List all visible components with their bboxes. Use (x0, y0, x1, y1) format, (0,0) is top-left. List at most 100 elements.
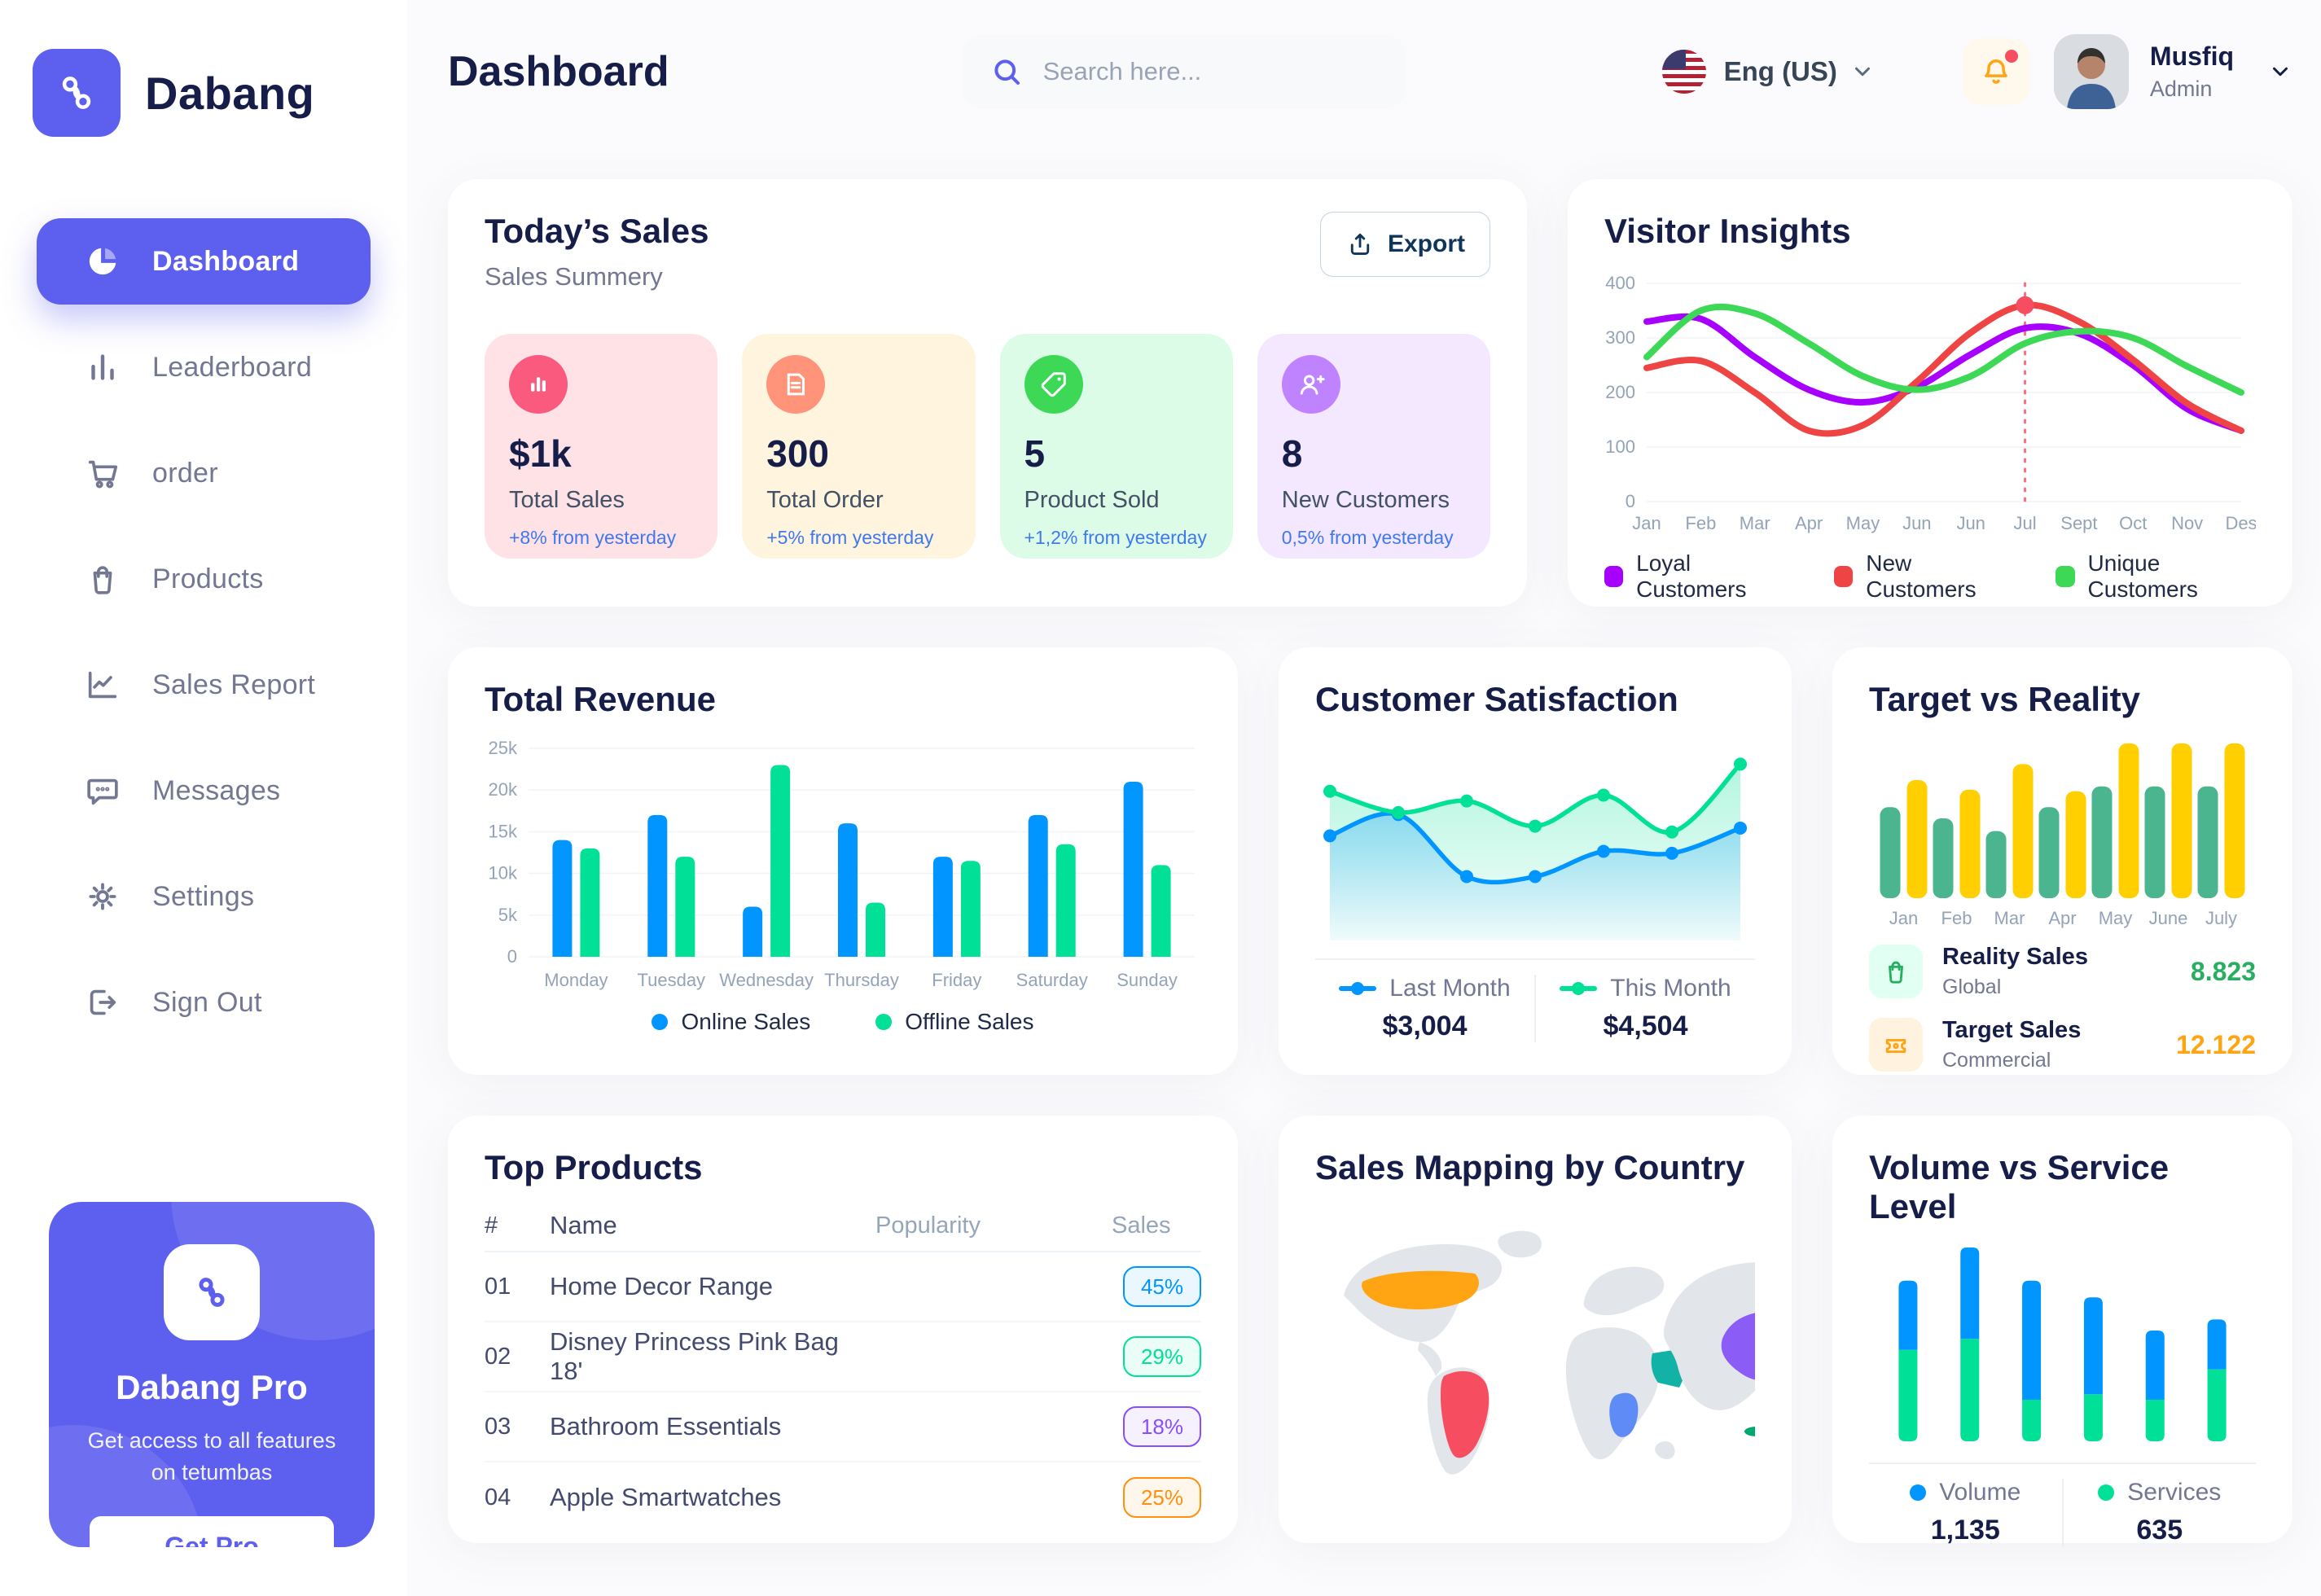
legend-item-this-month: This Month $4,504 (1536, 975, 1755, 1042)
sidebar-item-leaderboard[interactable]: Leaderboard (37, 324, 371, 410)
svg-text:Jan: Jan (1632, 513, 1661, 533)
legend-marker (1339, 986, 1377, 991)
sidebar-item-settings[interactable]: Settings (37, 853, 371, 940)
user-menu-chevron-icon[interactable] (2268, 59, 2292, 84)
visitor-insights-chart: 0 100 200 300 400 Jan Feb Mar Apr May Jun Jun Jul Sep… (1604, 269, 2257, 537)
legend-label: Offline Sales (905, 1009, 1034, 1034)
svg-text:Sept: Sept (2060, 513, 2097, 533)
legend-dot (875, 1014, 893, 1030)
get-pro-button[interactable]: Get Pro (90, 1516, 334, 1547)
product-name: Home Decor Range (550, 1272, 773, 1300)
stat-chart-icon (509, 355, 568, 414)
brand-logo-icon (33, 49, 121, 137)
legend-label: New Customers (1866, 550, 1977, 602)
total-revenue-chart: 0 5k 10k 15k 20k 25k Monday Tuesday Wednesday Thu… (485, 735, 1201, 996)
main-area: Dashboard Eng (US) (407, 0, 2321, 1584)
sidebar-item-label: Products (152, 563, 264, 594)
divider (1315, 958, 1755, 960)
sidebar-item-label: Settings (152, 880, 255, 912)
volume-service-legend: Volume 1,135 Services 635 (1869, 1479, 2256, 1546)
svg-text:Des: Des (2225, 513, 2256, 533)
stat-card-total-sales: $1k Total Sales +8% from yesterday (485, 334, 718, 559)
stat-delta: 0,5% from yesterday (1281, 527, 1454, 548)
svg-text:0: 0 (1626, 491, 1635, 511)
stat-delta: +8% from yesterday (509, 527, 677, 548)
legend-item-volume: Volume 1,135 (1869, 1479, 2062, 1546)
top-products-table: # Name Popularity Sales 01 Home Decor Ran… (485, 1200, 1201, 1532)
user-block: Musfiq Admin (2150, 42, 2234, 102)
table-row: 03 Bathroom Essentials 18% (485, 1392, 1201, 1462)
header-right: Eng (US) (1661, 33, 2292, 109)
product-sales: 45% (1112, 1266, 1201, 1307)
svg-text:200: 200 (1605, 382, 1635, 402)
svg-text:July: July (2205, 908, 2237, 928)
content: Today’s Sales Sales Summery Export $1k To… (448, 179, 2292, 1546)
sidebar-item-order[interactable]: order (37, 430, 371, 516)
top-products-card: Top Products # Name Popularity Sales 01 H… (448, 1116, 1238, 1543)
stat-card-new-customers: 8 New Customers 0,5% from yesterday (1257, 334, 1490, 559)
sales-mapping-card: Sales Mapping by Country (1279, 1116, 1868, 1543)
summary-label: Reality Sales (1942, 944, 2088, 970)
svg-text:Tuesday: Tuesday (637, 970, 705, 990)
sidebar-item-products[interactable]: Products (37, 536, 371, 622)
legend-item-unique-customers: Unique Customers (2056, 550, 2256, 603)
notifications-button[interactable] (1962, 37, 2029, 105)
svg-text:Sunday: Sunday (1117, 970, 1178, 990)
svg-text:Monday: Monday (544, 970, 608, 990)
stat-value: 5 (1024, 432, 1046, 475)
summary-texts: Target Sales Commercial (1942, 1017, 2081, 1072)
sidebar-item-sign-out[interactable]: Sign Out (37, 959, 371, 1046)
stat-card-product-sold: 5 Product Sold +1,2% from yesterday (999, 334, 1233, 559)
legend-label: Volume (1939, 1479, 2021, 1506)
divider (1869, 1462, 2256, 1464)
svg-text:400: 400 (1605, 273, 1635, 293)
legend-dot (1910, 1484, 1927, 1501)
header: Dashboard Eng (US) (448, 0, 2292, 142)
legend-dot (652, 1014, 669, 1030)
product-number: 04 (485, 1484, 511, 1510)
legend-item-loyal-customers: Loyal Customers (1604, 550, 1788, 603)
sidebar-item-label: Dashboard (152, 245, 300, 277)
legend-dot (2098, 1484, 2115, 1501)
avatar[interactable] (2053, 33, 2129, 109)
message-icon (84, 772, 121, 809)
language-selector[interactable]: Eng (US) (1723, 55, 1837, 86)
svg-text:Wednesday: Wednesday (719, 970, 814, 990)
product-name: Bathroom Essentials (550, 1412, 782, 1440)
tag-icon (1024, 355, 1083, 414)
export-button[interactable]: Export (1319, 212, 1490, 277)
legend-divider (1534, 975, 1536, 1042)
top-products-header-row: # Name Popularity Sales (485, 1200, 1201, 1252)
summary-value: 12.122 (2176, 1029, 2256, 1059)
stat-value: 300 (766, 432, 829, 475)
summary-sublabel: Global (1942, 976, 2002, 998)
stat-label: Product Sold (1024, 487, 1160, 513)
table-row: 04 Apple Smartwatches 25% (485, 1462, 1201, 1532)
search-input[interactable] (1042, 56, 1378, 86)
legend-top: Volume (1910, 1479, 2020, 1506)
user-name: Musfiq (2149, 41, 2234, 71)
chevron-down-icon[interactable] (1850, 59, 1875, 84)
top-products-body: 01 Home Decor Range 45% 02 Disney Princess P… (485, 1252, 1201, 1532)
product-number: 02 (485, 1343, 511, 1370)
legend-label: This Month (1610, 975, 1731, 1002)
sidebar-item-label: Leaderboard (152, 351, 313, 383)
legend-label: Unique Customers (2087, 550, 2198, 602)
sidebar-nav: Dashboard Leaderboard order Products Sales R… (0, 218, 407, 1046)
sidebar-item-dashboard[interactable]: Dashboard (37, 218, 371, 305)
summary-label: Target Sales (1942, 1017, 2082, 1043)
svg-text:Mar: Mar (1994, 908, 2025, 928)
sidebar-item-label: Sales Report (152, 669, 316, 700)
svg-text:Oct: Oct (2119, 513, 2147, 533)
product-sales: 18% (1112, 1406, 1201, 1447)
bag-icon (1869, 945, 1923, 998)
summary-target-sales: Target Sales Commercial 12.122 (1869, 1017, 2256, 1072)
svg-text:Jun: Jun (1956, 513, 1985, 533)
svg-text:5k: 5k (498, 905, 518, 925)
sidebar-item-sales-report[interactable]: Sales Report (37, 642, 371, 728)
sidebar-item-messages[interactable]: Messages (37, 748, 371, 834)
todays-sales-title: Today’s Sales (485, 212, 709, 250)
svg-text:Feb: Feb (1685, 513, 1716, 533)
sales-badge: 29% (1123, 1336, 1201, 1377)
